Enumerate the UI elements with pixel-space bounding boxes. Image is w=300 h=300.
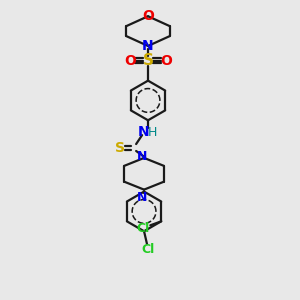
Text: Cl: Cl (141, 243, 154, 256)
Text: Cl: Cl (137, 222, 150, 235)
Text: O: O (124, 54, 136, 68)
Text: N: N (142, 39, 154, 53)
Text: N: N (137, 150, 147, 164)
Text: H: H (147, 126, 157, 139)
Text: S: S (142, 53, 154, 68)
Text: S: S (115, 141, 125, 155)
Text: O: O (160, 54, 172, 68)
Text: N: N (138, 125, 150, 139)
Text: N: N (137, 190, 147, 204)
Text: O: O (142, 9, 154, 23)
